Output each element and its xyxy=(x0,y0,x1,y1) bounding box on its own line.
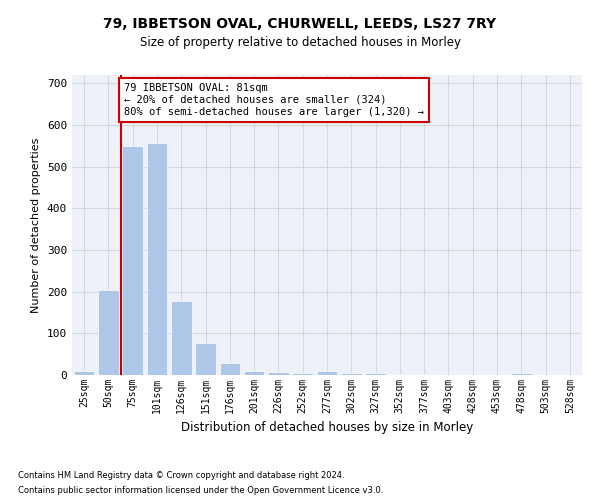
Bar xyxy=(389,374,410,375)
Text: Contains HM Land Registry data © Crown copyright and database right 2024.: Contains HM Land Registry data © Crown c… xyxy=(18,471,344,480)
Bar xyxy=(414,374,434,375)
Bar xyxy=(146,142,167,375)
Y-axis label: Number of detached properties: Number of detached properties xyxy=(31,138,41,312)
Text: 79 IBBETSON OVAL: 81sqm
← 20% of detached houses are smaller (324)
80% of semi-d: 79 IBBETSON OVAL: 81sqm ← 20% of detache… xyxy=(124,84,424,116)
Bar xyxy=(511,373,532,375)
Bar xyxy=(365,374,386,375)
Bar xyxy=(74,371,94,375)
Bar xyxy=(195,342,216,375)
Bar xyxy=(98,290,119,375)
Text: Size of property relative to detached houses in Morley: Size of property relative to detached ho… xyxy=(139,36,461,49)
Bar xyxy=(268,372,289,375)
Bar xyxy=(122,146,143,375)
Text: Contains public sector information licensed under the Open Government Licence v3: Contains public sector information licen… xyxy=(18,486,383,495)
Bar xyxy=(244,371,265,375)
Bar xyxy=(292,373,313,375)
Text: 79, IBBETSON OVAL, CHURWELL, LEEDS, LS27 7RY: 79, IBBETSON OVAL, CHURWELL, LEEDS, LS27… xyxy=(103,18,497,32)
Bar xyxy=(171,301,191,375)
Bar xyxy=(341,373,362,375)
Bar xyxy=(317,371,337,375)
Bar xyxy=(220,364,240,375)
X-axis label: Distribution of detached houses by size in Morley: Distribution of detached houses by size … xyxy=(181,422,473,434)
